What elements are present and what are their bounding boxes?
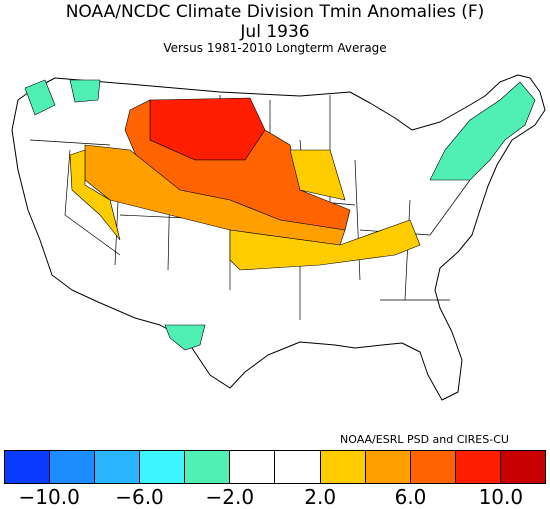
map-title: NOAA/NCDC Climate Division Tmin Anomalie… [65, 2, 485, 22]
colorbar-tick-label: −10.0 [18, 485, 80, 509]
colorbar-swatch [5, 451, 51, 483]
colorbar-swatch [140, 451, 186, 483]
washington-cool [24, 79, 101, 116]
us-climate-division-map [11, 74, 546, 401]
colorbar-swatch [275, 451, 321, 483]
colorbar-swatch [500, 451, 545, 483]
data-credit: NOAA/ESRL PSD and CIRES-CU [340, 433, 509, 446]
colorbar-swatch [230, 451, 276, 483]
colorbar-tick-label: 2.0 [304, 485, 337, 509]
anomaly-fills [24, 79, 536, 351]
colorbar-swatch [410, 451, 456, 483]
colorbar-swatch [185, 451, 231, 483]
midwest-warm [69, 149, 421, 271]
colorbar-swatch [365, 451, 411, 483]
colorbar-tick-label: 10.0 [478, 485, 524, 509]
colorbar-swatch [455, 451, 501, 483]
texas-cool [164, 324, 206, 351]
map-subtitle: Versus 1981-2010 Longterm Average [163, 41, 387, 55]
rockies-mild [84, 144, 346, 246]
colorbar [4, 450, 546, 484]
colorbar-tick-label: 6.0 [394, 485, 427, 509]
northeast-cool [429, 81, 536, 181]
colorbar-tick-label: −6.0 [115, 485, 164, 509]
colorbar-swatch [320, 451, 366, 483]
colorbar-tick-label: −2.0 [205, 485, 255, 509]
colorbar-swatch [95, 451, 141, 483]
colorbar-swatch [50, 451, 96, 483]
map-date: Jul 1936 [240, 22, 310, 42]
